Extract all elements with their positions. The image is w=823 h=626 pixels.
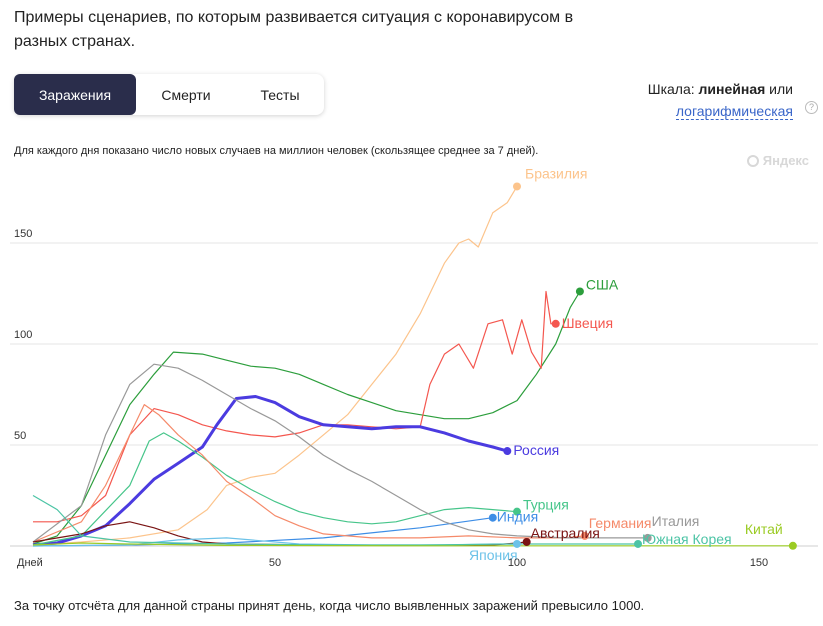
series-6-label: Германия bbox=[589, 515, 652, 531]
series-1-endpoint[interactable] bbox=[575, 287, 584, 296]
yandex-logo: Яндекс bbox=[746, 153, 809, 168]
series-5-line bbox=[32, 517, 493, 547]
x-tick-label: 50 bbox=[269, 557, 281, 569]
page-title: Примеры сценариев, по которым развиваетс… bbox=[14, 9, 574, 50]
x-axis-label: Дней bbox=[17, 557, 43, 569]
series-2-line bbox=[33, 290, 556, 523]
help-icon[interactable]: ? bbox=[805, 101, 818, 114]
scale-switcher: Шкала: линейная или логарифмическая bbox=[648, 78, 793, 122]
logo-icon bbox=[746, 154, 759, 167]
series-8-line bbox=[32, 521, 527, 546]
series-9-label: Япония bbox=[469, 547, 518, 563]
series-10-line bbox=[32, 494, 638, 546]
series-11-line bbox=[32, 542, 793, 547]
series-4-label: Турция bbox=[523, 497, 569, 513]
series-8-endpoint[interactable] bbox=[522, 537, 531, 546]
series-6-endpoint[interactable] bbox=[580, 531, 589, 540]
series-lines bbox=[32, 186, 793, 547]
tab-infections[interactable]: Заражения bbox=[14, 74, 136, 115]
series-7-line bbox=[32, 363, 648, 543]
logo-text: Яндекс bbox=[762, 153, 809, 168]
series-5-endpoint[interactable] bbox=[488, 513, 497, 522]
series-10-endpoint[interactable] bbox=[634, 539, 642, 548]
series-0-label: Бразилия bbox=[525, 165, 587, 181]
series-4-line bbox=[32, 432, 518, 546]
scale-prefix: Шкала: bbox=[647, 81, 699, 97]
series-10-label: Южная Корея bbox=[642, 531, 732, 547]
series-11-endpoint[interactable] bbox=[788, 541, 797, 550]
series-5-label: Индия bbox=[497, 509, 538, 525]
series-1-line bbox=[32, 291, 581, 545]
y-tick-label: 50 bbox=[14, 430, 26, 442]
series-0-endpoint[interactable] bbox=[513, 182, 521, 191]
series-3-endpoint[interactable] bbox=[503, 447, 512, 456]
series-11-label: Китай bbox=[745, 521, 783, 537]
series-3-line bbox=[32, 395, 508, 547]
series-1-label: США bbox=[586, 276, 619, 292]
series-2-label: Швеция bbox=[562, 315, 613, 331]
y-tick-label: 100 bbox=[14, 329, 32, 341]
series-4-endpoint[interactable] bbox=[513, 507, 521, 516]
axis-ticks: 50 100 150 Дней 50 100 150 bbox=[14, 228, 768, 569]
metric-tabs: Заражения Смерти Тесты bbox=[14, 74, 324, 115]
series-0-line bbox=[32, 186, 518, 546]
chart-subtitle: Для каждого дня показано число новых слу… bbox=[14, 145, 539, 157]
y-tick-label: 150 bbox=[14, 228, 32, 240]
x-tick-label: 100 bbox=[508, 557, 526, 569]
scale-or: или bbox=[765, 81, 793, 97]
scale-log-link[interactable]: логарифмическая bbox=[675, 103, 793, 120]
scale-current: линейная bbox=[698, 81, 766, 97]
tab-deaths[interactable]: Смерти bbox=[161, 86, 211, 103]
x-tick-label: 150 bbox=[750, 557, 768, 569]
series-2-endpoint[interactable] bbox=[551, 319, 560, 328]
footnote: За точку отсчёта для данной страны приня… bbox=[14, 598, 645, 613]
series-7-label: Италия bbox=[652, 513, 700, 529]
series-6-line bbox=[32, 404, 585, 543]
series-8-label: Австралия bbox=[531, 525, 600, 541]
series-3-label: Россия bbox=[513, 442, 559, 458]
series-9-endpoint[interactable] bbox=[513, 539, 521, 548]
series-7-endpoint[interactable] bbox=[643, 533, 652, 542]
tab-tests[interactable]: Тесты bbox=[260, 86, 300, 103]
